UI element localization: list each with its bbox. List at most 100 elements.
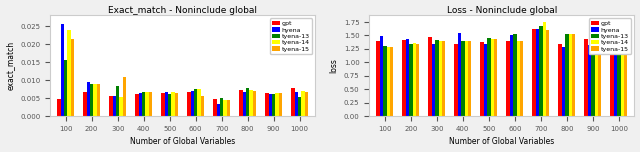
Bar [269,94,272,116]
Bar [213,98,216,116]
Bar [272,94,275,116]
Bar [93,84,97,116]
Bar [438,41,442,116]
Bar [432,44,435,116]
Bar [543,22,546,116]
Bar [97,84,100,116]
Bar [484,44,487,116]
Bar [246,88,250,116]
Bar [510,35,513,116]
Bar [416,44,419,116]
Bar [468,41,471,116]
Bar [461,41,465,116]
Bar [621,47,624,116]
Bar [253,91,256,116]
Bar [595,44,598,116]
Bar [109,96,113,116]
Bar [86,82,90,116]
Bar [588,45,591,116]
Bar [617,44,621,116]
Bar [148,92,152,116]
Bar [442,41,445,116]
Bar [572,34,575,116]
Title: Loss - Noninclude global: Loss - Noninclude global [447,6,557,15]
Bar [506,41,510,116]
Bar [64,60,67,116]
Bar [516,41,520,116]
Bar [568,34,572,116]
Bar [558,44,562,116]
Y-axis label: loss: loss [329,58,338,73]
Bar [532,29,536,116]
Title: Exact_match - Noninclude global: Exact_match - Noninclude global [108,6,257,15]
Bar [71,39,74,116]
Bar [435,40,438,116]
Bar [454,44,458,116]
Bar [113,96,116,116]
Bar [191,91,194,116]
Bar [598,47,602,116]
Bar [387,47,390,116]
Bar [546,30,549,116]
Bar [403,40,406,116]
Bar [494,39,497,116]
Bar [142,92,145,116]
Bar [194,89,197,116]
Bar [490,39,494,116]
Bar [294,92,298,116]
Bar [513,34,516,116]
Bar [428,37,432,116]
Bar [220,98,223,116]
Bar [536,29,539,116]
Bar [624,48,627,116]
Bar [227,100,230,116]
Bar [145,92,148,116]
Bar [383,46,387,116]
Bar [275,93,279,116]
Bar [164,92,168,116]
Bar [139,93,142,116]
Bar [175,93,178,116]
Bar [223,100,227,116]
Bar [67,30,71,116]
Bar [520,41,524,116]
Bar [301,91,305,116]
Bar [123,77,126,116]
Bar [116,86,120,116]
Bar [216,104,220,116]
Bar [614,45,617,116]
Bar [376,41,380,116]
Bar [458,33,461,116]
Bar [168,94,172,116]
Bar [380,36,383,116]
Bar [172,92,175,116]
Bar [201,96,204,116]
Bar [298,97,301,116]
Bar [487,38,490,116]
X-axis label: Number of Global Variables: Number of Global Variables [130,137,236,146]
Bar [57,99,61,116]
Bar [120,97,123,116]
Bar [413,43,416,116]
Bar [481,42,484,116]
Bar [591,44,595,116]
Bar [390,47,393,116]
Bar [584,39,588,116]
Y-axis label: exact_match: exact_match [6,41,15,90]
Bar [305,92,308,116]
Bar [243,92,246,116]
Bar [61,24,64,116]
Legend: gpt, hyena, tyena-13, tyena-14, tyena-15: gpt, hyena, tyena-13, tyena-14, tyena-15 [589,18,631,54]
Bar [83,92,86,116]
Bar [406,39,409,116]
Bar [539,26,543,116]
Bar [161,93,164,116]
Bar [409,44,413,116]
Bar [291,88,294,116]
Bar [197,89,201,116]
Bar [465,41,468,116]
Bar [188,92,191,116]
Bar [250,90,253,116]
Bar [565,34,568,116]
Bar [279,93,282,116]
